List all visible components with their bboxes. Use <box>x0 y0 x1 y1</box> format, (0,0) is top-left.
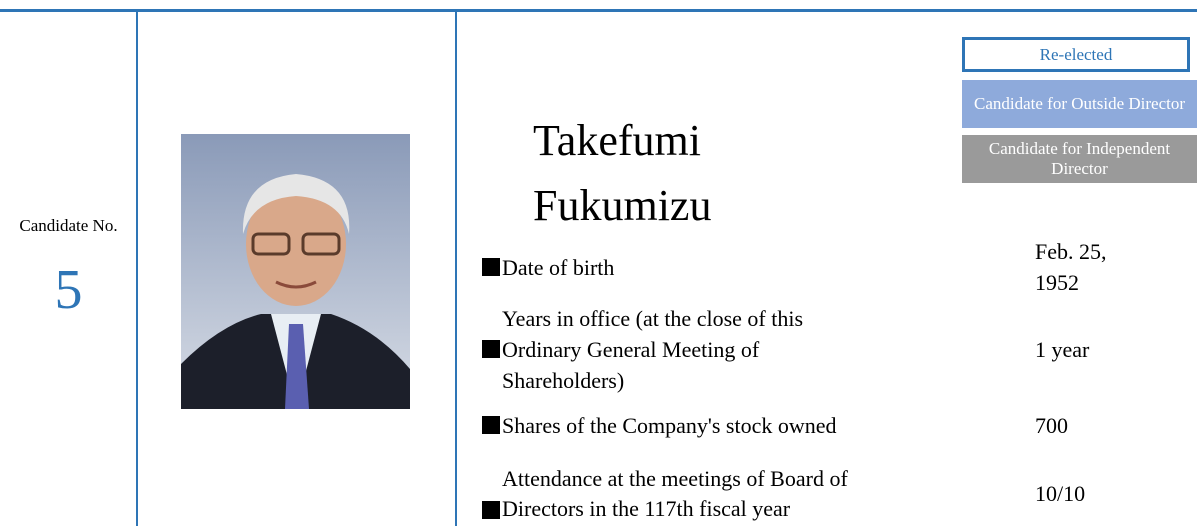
info-row: Attendance at the meetings of Board of D… <box>482 463 1085 525</box>
info-row: Date of birth Feb. 25, 1952 <box>482 236 1107 298</box>
candidate-label: Candidate No. <box>19 216 118 235</box>
bullet <box>482 501 500 519</box>
candidate-name: Takefumi Fukumizu <box>533 116 712 230</box>
info-value: Feb. 25, 1952 <box>1035 239 1107 295</box>
bullet <box>482 258 500 276</box>
portrait-photo <box>181 134 410 409</box>
badge: Candidate for Independent Director <box>962 135 1197 183</box>
column-rule <box>136 10 138 526</box>
badge: Re-elected <box>962 37 1190 72</box>
column-rule <box>455 10 457 526</box>
info-value: 700 <box>1035 412 1068 438</box>
info-value: 10/10 <box>1035 481 1086 506</box>
badge: Candidate for Outside Director <box>962 80 1197 128</box>
bullet <box>482 340 500 358</box>
bullet <box>482 416 500 434</box>
info-row: Years in office (at the close of this Or… <box>482 302 1089 396</box>
info-label: Years in office (at the close of this Or… <box>502 305 804 393</box>
candidate-number: 5 <box>54 259 83 321</box>
info-row: Shares of the Company's stock owned 700 <box>482 409 1068 441</box>
info-label: Date of birth <box>502 254 615 280</box>
info-value: 1 year <box>1035 336 1090 362</box>
info-label: Attendance at the meetings of Board of D… <box>502 466 848 521</box>
top-rule <box>0 9 1197 12</box>
info-label: Shares of the Company's stock owned <box>502 412 837 438</box>
